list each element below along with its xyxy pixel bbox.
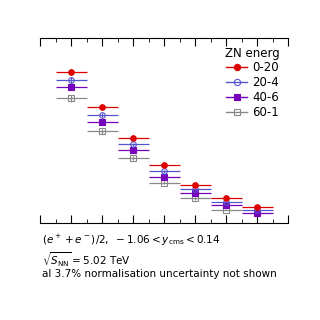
Text: $\sqrt{S_{\rm NN}} = 5.02\ \mathrm{TeV}$: $\sqrt{S_{\rm NN}} = 5.02\ \mathrm{TeV}$ — [43, 251, 131, 269]
Legend: 0-20, 20-4, 40-6, 60-1: 0-20, 20-4, 40-6, 60-1 — [223, 44, 282, 121]
Text: $(e^+ + e^-)/2,\ -1.06 < y_{\rm cms} < 0.14$: $(e^+ + e^-)/2,\ -1.06 < y_{\rm cms} < 0… — [43, 232, 221, 248]
Text: al 3.7% normalisation uncertainty not shown: al 3.7% normalisation uncertainty not sh… — [43, 269, 277, 279]
